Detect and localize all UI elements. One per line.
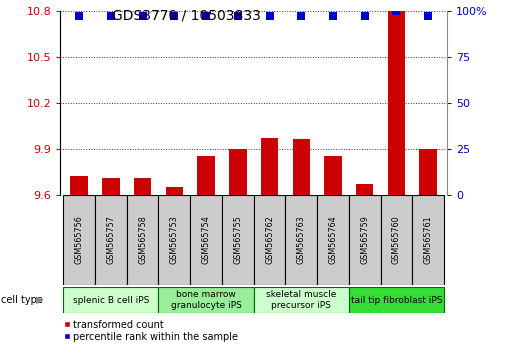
Bar xyxy=(222,195,254,285)
Text: GSM565756: GSM565756 xyxy=(75,216,84,264)
Bar xyxy=(317,195,349,285)
Bar xyxy=(71,176,88,195)
Text: GSM565760: GSM565760 xyxy=(392,216,401,264)
Bar xyxy=(95,195,127,285)
Text: bone marrow
granulocyte iPS: bone marrow granulocyte iPS xyxy=(170,290,242,310)
Bar xyxy=(102,178,120,195)
Point xyxy=(170,13,178,19)
Text: GSM565758: GSM565758 xyxy=(138,216,147,264)
Point xyxy=(329,13,337,19)
Point xyxy=(139,13,147,19)
Text: skeletal muscle
precursor iPS: skeletal muscle precursor iPS xyxy=(266,290,336,310)
Text: GSM565762: GSM565762 xyxy=(265,216,274,264)
Point xyxy=(107,13,115,19)
Text: cell type: cell type xyxy=(1,295,43,305)
Text: GSM565755: GSM565755 xyxy=(233,215,242,264)
Bar xyxy=(388,11,405,195)
Point xyxy=(424,13,433,19)
Bar xyxy=(381,195,412,285)
Bar xyxy=(254,287,349,313)
Bar xyxy=(127,195,158,285)
Bar xyxy=(349,195,381,285)
Bar xyxy=(349,287,444,313)
Text: tail tip fibroblast iPS: tail tip fibroblast iPS xyxy=(350,296,442,304)
Bar xyxy=(229,149,246,195)
Point xyxy=(360,13,369,19)
Bar xyxy=(356,184,373,195)
Bar xyxy=(292,139,310,195)
Bar xyxy=(190,195,222,285)
Text: splenic B cell iPS: splenic B cell iPS xyxy=(73,296,149,304)
Bar xyxy=(324,156,342,195)
Bar xyxy=(63,195,95,285)
Bar xyxy=(286,195,317,285)
Bar xyxy=(158,287,254,313)
Bar xyxy=(412,195,444,285)
Text: ▶: ▶ xyxy=(36,295,43,305)
Text: GSM565757: GSM565757 xyxy=(106,215,116,264)
Point xyxy=(265,13,274,19)
Point xyxy=(75,13,83,19)
Text: GDS3770 / 10503833: GDS3770 / 10503833 xyxy=(112,9,262,23)
Text: GSM565761: GSM565761 xyxy=(424,216,433,264)
Bar xyxy=(166,187,183,195)
Bar xyxy=(158,195,190,285)
Bar xyxy=(254,195,286,285)
Point xyxy=(234,13,242,19)
Legend: transformed count, percentile rank within the sample: transformed count, percentile rank withi… xyxy=(60,316,242,346)
Bar xyxy=(134,178,151,195)
Bar xyxy=(261,138,278,195)
Text: GSM565764: GSM565764 xyxy=(328,216,337,264)
Bar xyxy=(419,149,437,195)
Text: GSM565763: GSM565763 xyxy=(297,216,306,264)
Text: GSM565754: GSM565754 xyxy=(201,216,211,264)
Point xyxy=(392,8,401,13)
Point xyxy=(297,13,305,19)
Bar xyxy=(63,287,158,313)
Bar xyxy=(197,156,215,195)
Point xyxy=(202,13,210,19)
Text: GSM565753: GSM565753 xyxy=(170,216,179,264)
Text: GSM565759: GSM565759 xyxy=(360,215,369,264)
